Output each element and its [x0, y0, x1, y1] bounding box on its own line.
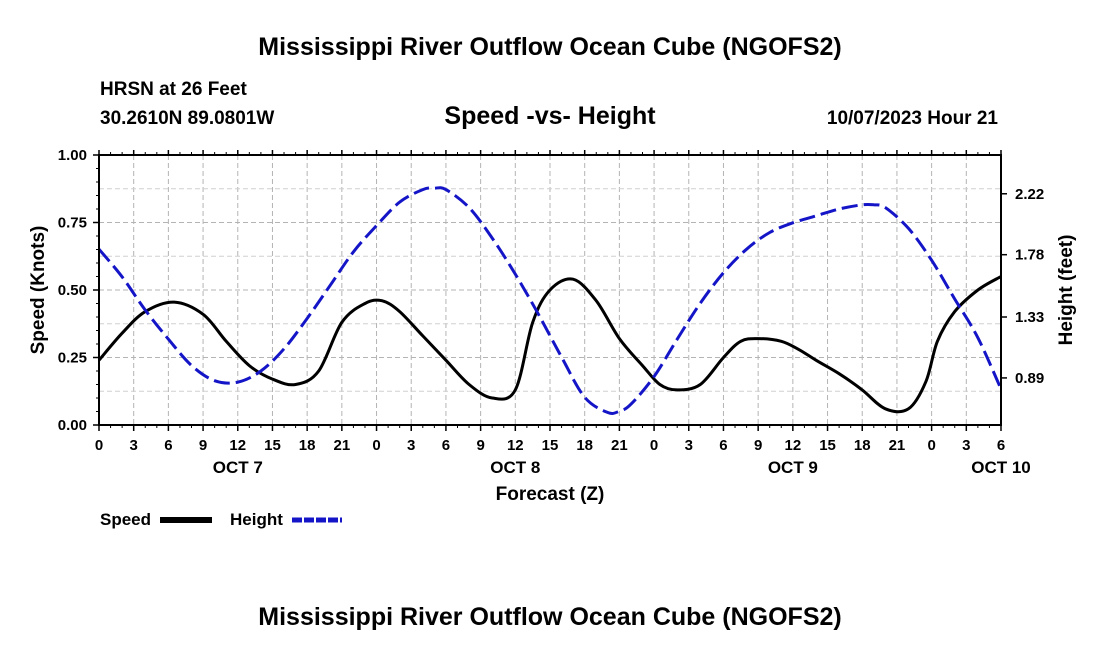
x-tick-label: 12	[507, 437, 524, 454]
x-tick-label: 9	[754, 437, 762, 454]
y2-tick-label: 2.22	[1015, 186, 1044, 203]
x-day-label: OCT 8	[490, 458, 540, 477]
axis-ticks: 0 3 6 9 12 15 18 21 0 3 6 9 12 15 18 21 0 3 6 9 12 15 18 21 0 3 6 O…	[58, 147, 1044, 477]
y-tick-label: 0.75	[58, 215, 87, 232]
y-tick-label: 0.50	[58, 282, 87, 299]
x-tick-label: 6	[442, 437, 450, 454]
x-tick-label: 9	[476, 437, 484, 454]
x-tick-label: 21	[334, 437, 351, 454]
x-day-label: OCT 9	[768, 458, 818, 477]
x-tick-label: 6	[719, 437, 727, 454]
forecast-datetime: 10/07/2023 Hour 21	[827, 108, 999, 129]
x-tick-label: 3	[407, 437, 415, 454]
x-tick-label: 15	[264, 437, 281, 454]
series-height-line	[97, 186, 1003, 415]
x-axis-title: Forecast (Z)	[496, 484, 605, 505]
x-tick-label: 18	[854, 437, 871, 454]
x-tick-label: 12	[785, 437, 802, 454]
page-title: Mississippi River Outflow Ocean Cube (NG…	[258, 33, 841, 61]
legend-height-label: Height	[230, 510, 283, 529]
x-tick-label: 0	[95, 437, 103, 454]
y-tick-label: 0.25	[58, 350, 87, 367]
chart-title: Speed -vs- Height	[444, 102, 656, 130]
y-tick-label: 0.00	[58, 417, 87, 434]
series-speed-line	[97, 275, 1002, 414]
x-tick-label: 0	[927, 437, 935, 454]
x-tick-label: 6	[997, 437, 1005, 454]
legend-speed-label: Speed	[100, 510, 151, 529]
x-tick-label: 3	[685, 437, 693, 454]
y2-axis-title: Height (feet)	[1056, 235, 1077, 346]
grid	[99, 155, 1001, 425]
x-tick-label: 15	[542, 437, 559, 454]
x-tick-label: 6	[164, 437, 172, 454]
y-tick-label: 1.00	[58, 147, 87, 164]
x-tick-label: 3	[962, 437, 970, 454]
series-layer	[97, 186, 1003, 415]
x-day-label: OCT 10	[971, 458, 1031, 477]
x-day-label: OCT 7	[213, 458, 263, 477]
x-tick-label: 12	[229, 437, 246, 454]
y2-tick-label: 0.89	[1015, 370, 1044, 387]
x-tick-label: 18	[299, 437, 316, 454]
x-tick-label: 3	[130, 437, 138, 454]
x-tick-label: 15	[819, 437, 836, 454]
x-tick-label: 21	[611, 437, 628, 454]
x-tick-label: 21	[889, 437, 906, 454]
legend: Speed Height	[100, 510, 342, 529]
y-axis-title: Speed (Knots)	[28, 226, 49, 355]
station-coords: 30.2610N 89.0801W	[100, 108, 274, 129]
y2-tick-label: 1.33	[1015, 309, 1044, 326]
x-tick-label: 9	[199, 437, 207, 454]
x-tick-label: 0	[372, 437, 380, 454]
footer-title: Mississippi River Outflow Ocean Cube (NG…	[258, 603, 841, 631]
station-label: HRSN at 26 Feet	[100, 79, 247, 100]
x-tick-label: 0	[650, 437, 658, 454]
x-tick-label: 18	[576, 437, 593, 454]
y2-tick-label: 1.78	[1015, 247, 1044, 264]
